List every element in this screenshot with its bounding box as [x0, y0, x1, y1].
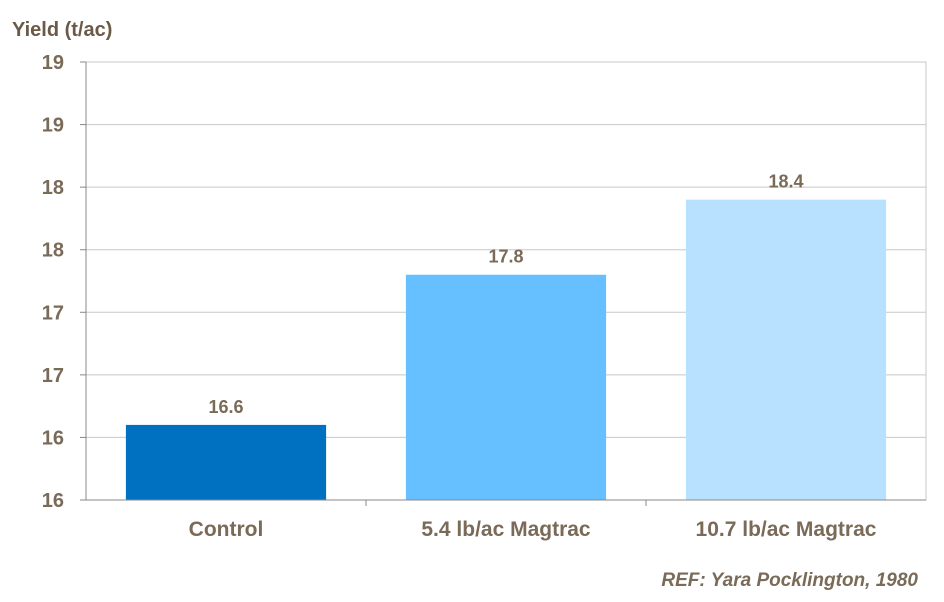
data-label: 17.8	[488, 247, 523, 267]
x-tick-label: Control	[189, 518, 264, 541]
y-axis-title: Yield (t/ac)	[12, 19, 112, 41]
y-tick-label: 17	[42, 365, 64, 387]
reference-note: REF: Yara Pocklington, 1980	[661, 570, 918, 591]
x-tick-label: 10.7 lb/ac Magtrac	[696, 518, 877, 541]
y-tick-label: 19	[42, 52, 64, 74]
y-tick-label: 17	[42, 302, 64, 324]
y-tick-label: 16	[42, 490, 64, 512]
bar	[405, 274, 607, 500]
bar	[685, 199, 887, 500]
bar	[125, 424, 327, 500]
y-tick-label: 18	[42, 240, 64, 262]
bars	[125, 199, 887, 500]
y-tick-label: 19	[42, 115, 64, 137]
labels: 16 16 17 17 18 18 19 19 16.6 Control 17.8 5.4 lb/ac…	[42, 52, 877, 541]
data-label: 16.6	[208, 397, 243, 417]
data-label: 18.4	[768, 172, 803, 192]
y-tick-label: 16	[42, 427, 64, 449]
x-tick-label: 5.4 lb/ac Magtrac	[421, 518, 591, 541]
y-tick-label: 18	[42, 177, 64, 199]
axes	[80, 61, 926, 506]
